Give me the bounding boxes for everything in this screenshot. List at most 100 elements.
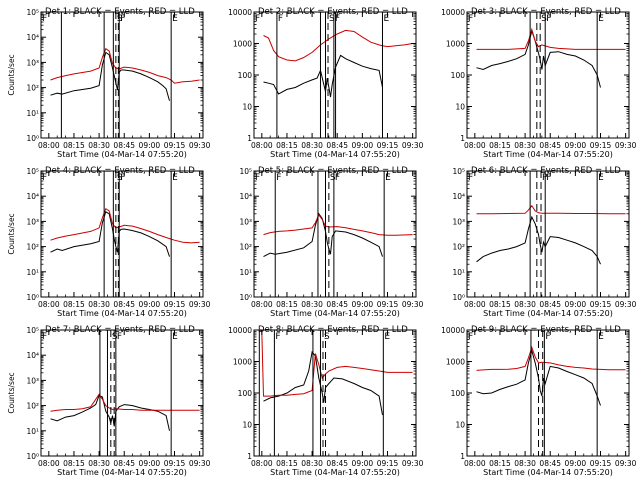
y-tick-label: 10⁴ (26, 33, 39, 42)
event-marker-label: S (117, 14, 123, 24)
y-tick-label: 10⁴ (26, 192, 39, 201)
event-marker-label: S (112, 332, 118, 342)
x-axis-label: Start Time (04-Mar-14 07:55:20) (483, 309, 613, 318)
x-axis-label: Start Time (04-Mar-14 07:55:20) (483, 150, 613, 159)
x-tick-label: 08:15 (489, 141, 511, 150)
event-marker-label: F (468, 173, 473, 183)
events-series-line (263, 212, 383, 258)
lld-series-line (263, 29, 413, 62)
y-tick-label: 10000 (228, 8, 252, 17)
x-tick-label: 08:30 (301, 300, 323, 309)
y-tick-label: 10⁴ (452, 192, 465, 201)
x-tick-label: 08:45 (539, 300, 561, 309)
y-tick-label: 10⁰ (26, 293, 39, 302)
y-tick-label: 10 (242, 421, 252, 430)
y-tick-label: 1 (247, 134, 252, 143)
event-marker-label: F (275, 332, 280, 342)
event-marker-label: F (276, 173, 281, 183)
y-tick-label: 1000 (233, 40, 252, 49)
y-tick-label: 1 (247, 452, 252, 461)
event-marker-label: E (383, 14, 389, 24)
x-tick-label: 09:30 (615, 300, 637, 309)
x-tick-label: 08:30 (301, 459, 323, 468)
x-tick-label: 09:30 (189, 300, 211, 309)
x-tick-label: 09:30 (402, 141, 424, 150)
event-marker-label: F (335, 14, 340, 24)
y-tick-label: 10⁵ (26, 326, 39, 335)
x-tick-label: 09:00 (565, 141, 587, 150)
event-marker-label: F (546, 173, 551, 183)
x-tick-label: 08:45 (113, 141, 135, 150)
y-tick-label: 10 (455, 103, 465, 112)
event-marker-label: F (120, 173, 125, 183)
x-tick-label: 08:00 (251, 141, 273, 150)
x-tick-label: 08:15 (276, 459, 298, 468)
x-tick-label: 08:30 (88, 141, 110, 150)
chart-title: Det 6: BLACK = Events, RED = LLD (471, 166, 621, 176)
event-marker-label: F (468, 332, 473, 342)
y-tick-label: 10⁴ (26, 351, 39, 360)
y-tick-label: 10³ (26, 376, 39, 385)
event-marker-label: S (117, 173, 123, 183)
y-tick-label: 10³ (26, 217, 39, 226)
x-tick-label: 08:00 (464, 459, 486, 468)
x-tick-label: 08:45 (113, 300, 135, 309)
lld-series-line (50, 47, 200, 84)
y-tick-label: 1000 (446, 358, 465, 367)
x-tick-label: 09:00 (139, 459, 161, 468)
events-series-line (476, 215, 601, 265)
x-tick-label: 08:00 (38, 459, 60, 468)
event-marker-label: F (278, 14, 283, 24)
lld-series-line (476, 27, 626, 50)
plot-frame (466, 11, 630, 139)
y-tick-label: 100 (238, 71, 253, 80)
event-marker-label: E (384, 332, 390, 342)
x-tick-label: 08:45 (326, 141, 348, 150)
x-tick-label: 08:00 (251, 300, 273, 309)
chart-title: Det 5: BLACK = Events, RED = LLD (258, 166, 408, 176)
event-marker-label: F (468, 14, 473, 24)
x-tick-label: 08:00 (464, 300, 486, 309)
x-tick-label: 09:30 (189, 459, 211, 468)
event-marker-label: F (255, 173, 260, 183)
x-tick-label: 08:15 (489, 459, 511, 468)
event-marker-label: S (541, 14, 547, 24)
y-tick-label: 10¹ (26, 268, 39, 277)
event-marker-label: S (329, 14, 335, 24)
x-tick-label: 09:30 (402, 300, 424, 309)
chart-title: Det 3: BLACK = Events, RED = LLD (471, 7, 621, 17)
plot-frame (40, 329, 204, 457)
x-tick-label: 09:15 (164, 141, 186, 150)
event-marker-label: F (117, 332, 122, 342)
x-tick-label: 08:15 (489, 300, 511, 309)
x-tick-label: 08:15 (63, 459, 85, 468)
chart-title: Det 4: BLACK = Events, RED = LLD (45, 166, 195, 176)
y-tick-label: 10⁵ (239, 167, 252, 176)
x-tick-label: 08:30 (301, 141, 323, 150)
event-marker-label: E (598, 332, 604, 342)
x-tick-label: 09:15 (164, 459, 186, 468)
x-tick-label: 09:30 (402, 459, 424, 468)
y-tick-label: 10² (26, 402, 39, 411)
events-series-line (50, 211, 170, 257)
lld-series-line (50, 393, 200, 412)
x-tick-label: 08:15 (63, 141, 85, 150)
x-tick-label: 09:00 (352, 459, 374, 468)
y-axis-label: Counts/sec (7, 54, 16, 95)
y-tick-label: 10² (26, 84, 39, 93)
lld-series-line (263, 214, 413, 236)
events-series-line (50, 394, 170, 431)
lld-series-line (50, 207, 200, 244)
event-marker-label: E (598, 14, 604, 24)
lld-series-line (476, 345, 626, 371)
events-series-line (476, 348, 601, 406)
y-tick-label: 10¹ (26, 109, 39, 118)
x-tick-label: 09:30 (615, 141, 637, 150)
y-tick-label: 10⁴ (239, 192, 252, 201)
event-marker-label: F (546, 14, 551, 24)
